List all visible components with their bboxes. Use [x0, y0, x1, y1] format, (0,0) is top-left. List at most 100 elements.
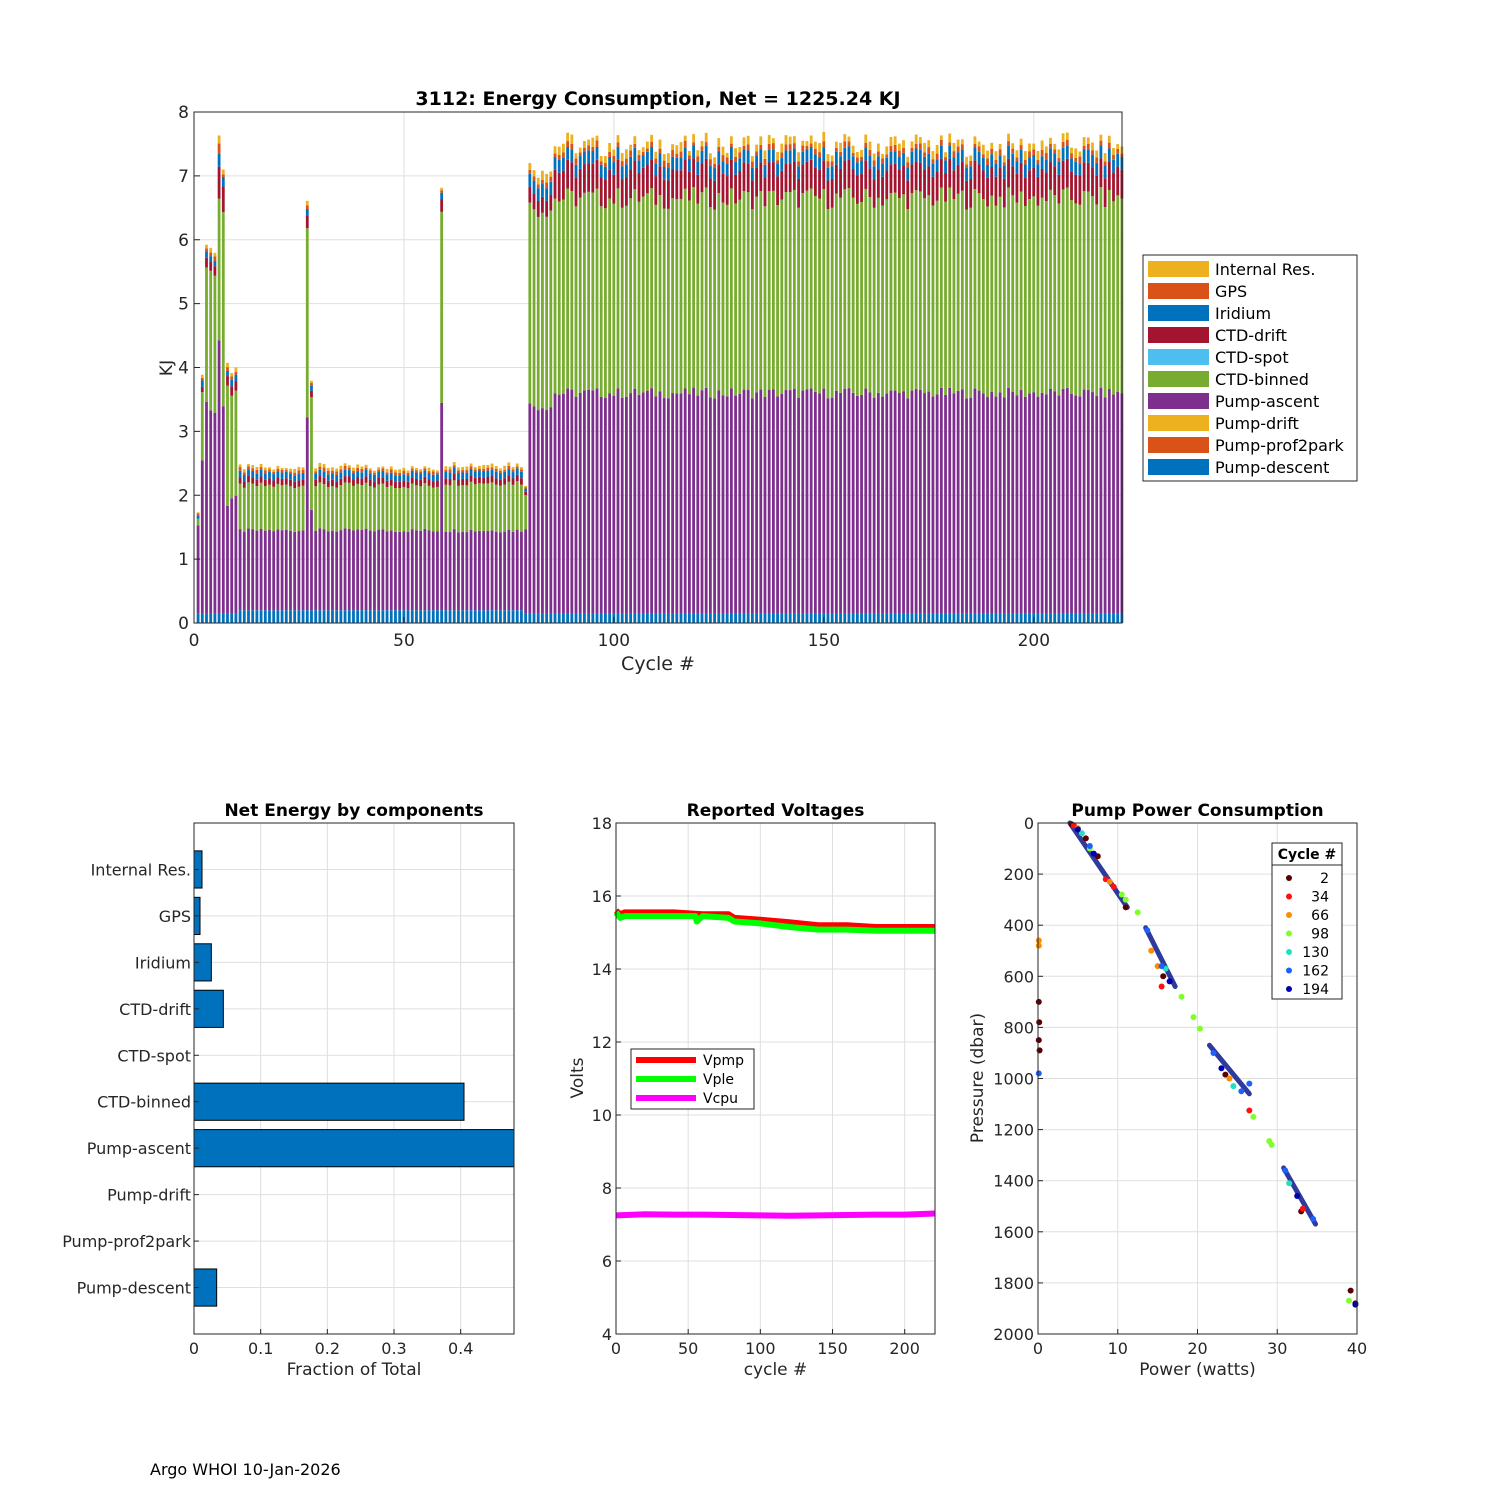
bar-ascent-cycle-146 [805, 389, 809, 614]
bar-descent-cycle-148 [813, 613, 817, 623]
legend-item: Pump-prof2park [1148, 436, 1345, 455]
bar-iridium-cycle-176 [931, 163, 935, 177]
bar-descent-cycle-21 [280, 610, 284, 623]
bar-iridium-cycle-167 [893, 151, 897, 164]
bar-drift-cycle-188 [981, 170, 985, 200]
bar-gps-cycle-125 [717, 146, 721, 152]
bar-iridium-cycle-36 [343, 469, 347, 477]
bar-gps-cycle-195 [1011, 148, 1015, 154]
bar-descent-cycle-23 [289, 610, 292, 623]
bar-ascent-cycle-126 [721, 395, 725, 614]
bar-binned-cycle-106 [637, 201, 641, 395]
bar-binned-cycle-169 [902, 194, 905, 392]
bar-drift-cycle-54 [419, 479, 423, 487]
point-cycle-162 [1158, 963, 1165, 970]
bar-descent-cycle-26 [301, 610, 305, 623]
bar-binned-cycle-213 [1086, 191, 1090, 390]
bar-gps-cycle-211 [1078, 156, 1082, 164]
bar-ascent-cycle-12 [242, 531, 246, 611]
bar-binned-cycle-177 [935, 200, 939, 395]
bar-descent-cycle-94 [587, 613, 591, 623]
legend-label: 162 [1302, 964, 1329, 980]
bar-iridium-cycle-135 [759, 149, 763, 163]
legend-label: Vple [703, 1072, 734, 1088]
bar-iridium-cycle-66 [469, 469, 473, 476]
bar-descent-cycle-54 [419, 610, 423, 623]
bar-internal-cycle-70 [486, 464, 490, 468]
bar-descent-cycle-51 [406, 610, 410, 623]
bar-ascent-cycle-111 [658, 391, 662, 614]
bar-gps-cycle-68 [478, 468, 481, 471]
bar-ascent-cycle-110 [654, 396, 658, 614]
bar-iridium-cycle-165 [885, 157, 889, 171]
bar-ascent-cycle-109 [650, 388, 654, 614]
bar-binned-cycle-132 [746, 191, 750, 391]
bar-gps-cycle-153 [834, 147, 838, 152]
bar-binned-cycle-14 [251, 483, 255, 530]
bar-drift-cycle-131 [742, 162, 746, 192]
bar-ascent-cycle-141 [784, 390, 788, 614]
bar-gps-cycle-187 [977, 146, 981, 152]
bar-gps-cycle-205 [1053, 149, 1057, 154]
bar-drift-cycle-13 [247, 475, 250, 483]
bar-drift-cycle-38 [352, 479, 355, 486]
bar-drift-cycle-80 [528, 186, 532, 203]
bar-binned-cycle-191 [994, 205, 998, 397]
bar-iridium-cycle-85 [549, 181, 553, 195]
bar-descent-cycle-102 [620, 613, 624, 623]
bar-descent-cycle-83 [541, 613, 544, 623]
bar-binned-cycle-69 [482, 483, 486, 532]
bar-gps-cycle-71 [490, 467, 494, 470]
bar-binned-cycle-89 [566, 188, 570, 389]
bar-binned-cycle-5 [213, 275, 217, 413]
bar-ascent-cycle-49 [398, 531, 402, 611]
bar-ascent-cycle-73 [499, 532, 502, 611]
bar-iridium-cycle-211 [1078, 163, 1082, 177]
x-tick-label: 50 [678, 1339, 698, 1358]
bar-ascent-cycle-166 [889, 390, 893, 614]
bar-drift-cycle-115 [675, 170, 679, 200]
bar-internal-cycle-118 [687, 150, 691, 156]
legend-item: CTD-drift [1148, 326, 1287, 345]
y-tick-label: 18 [592, 814, 612, 833]
bar-drift-cycle-82 [536, 200, 540, 217]
bar-binned-cycle-134 [755, 196, 758, 393]
bar-drift-cycle-211 [1078, 176, 1082, 205]
legend-label: Vpmp [703, 1053, 744, 1069]
bar-binned-cycle-13 [247, 482, 250, 529]
bar-gps-cycle-217 [1103, 161, 1107, 166]
bar-descent-cycle-44 [377, 610, 381, 623]
bar-internal-cycle-6 [217, 135, 221, 144]
bar-ascent-cycle-122 [704, 387, 708, 614]
bar-descent-cycle-80 [528, 613, 532, 623]
bar-descent-cycle-105 [633, 613, 637, 623]
bar-iridium-cycle-195 [1011, 153, 1015, 167]
bar-iridium-cycle-25 [297, 474, 301, 481]
bar-drift-cycle-118 [687, 171, 691, 201]
bar-drift-cycle-60 [444, 478, 448, 485]
bar-internal-cycle-194 [1007, 133, 1010, 142]
bar-iridium-cycle-206 [1057, 161, 1061, 175]
bar-drift-cycle-125 [717, 164, 721, 193]
bar-iridium-cycle-3 [205, 251, 208, 258]
bar-binned-cycle-118 [687, 200, 691, 395]
legend-swatch [1148, 415, 1209, 431]
bar-ascent-cycle-83 [541, 408, 544, 614]
bar-drift-cycle-192 [998, 168, 1002, 197]
bar-internal-cycle-106 [637, 150, 641, 155]
bar-binned-cycle-59 [440, 211, 444, 403]
bar-gps-cycle-56 [427, 471, 431, 474]
bar-descent-cycle-160 [864, 613, 868, 623]
bar-internal-cycle-187 [977, 141, 981, 147]
bar-ascent-cycle-29 [314, 530, 318, 611]
bar-internal-cycle-126 [721, 146, 725, 156]
bar-drift-cycle-106 [637, 173, 641, 202]
bar-gps-cycle-86 [553, 153, 557, 158]
bar-descent-cycle-159 [860, 613, 863, 623]
bar-gps-cycle-180 [948, 142, 952, 146]
bar-binned-cycle-140 [780, 199, 784, 394]
bar-descent-cycle-111 [658, 613, 662, 623]
bar-binned-cycle-139 [776, 205, 779, 397]
bar-binned-cycle-60 [444, 484, 448, 532]
bar-internal-cycle-75 [507, 462, 511, 466]
